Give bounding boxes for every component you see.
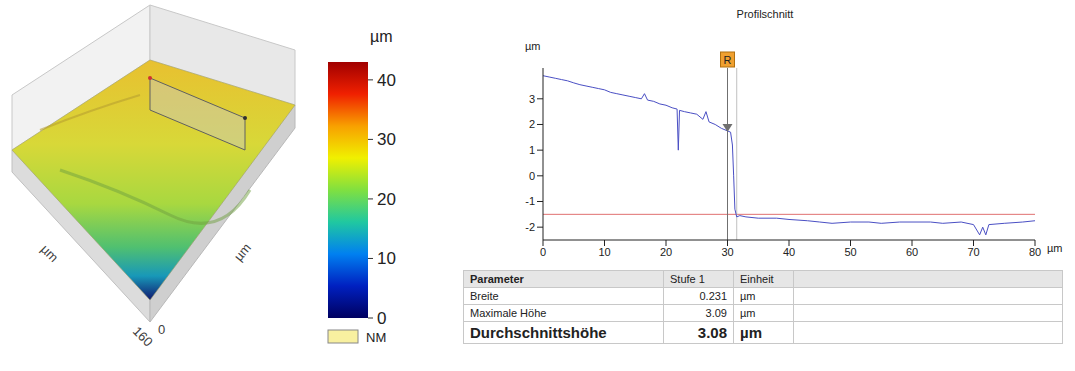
svg-text:0: 0: [377, 309, 386, 328]
html-text:µm: µm: [740, 290, 756, 302]
html-text:Einheit: Einheit: [740, 273, 774, 285]
html-text:Durchschnittshöhe: Durchschnittshöhe: [470, 324, 607, 341]
html-text:3.08: 3.08: [697, 324, 727, 341]
svg-text:30: 30: [377, 130, 396, 149]
svg-text:160: 160: [130, 324, 156, 350]
svg-text:R: R: [724, 54, 732, 66]
svg-text:µm: µm: [231, 240, 254, 264]
svg-text:0: 0: [529, 170, 535, 182]
svg-text:40: 40: [377, 71, 396, 90]
html-text:Maximale Höhe: Maximale Höhe: [470, 307, 547, 319]
svg-text:2: 2: [529, 118, 535, 130]
svg-text:µm: µm: [38, 242, 62, 266]
svg-text:50: 50: [844, 246, 856, 258]
svg-text:1: 1: [529, 144, 535, 156]
svg-text:3: 3: [529, 93, 535, 105]
html-text:0.231: 0.231: [699, 290, 727, 302]
svg-text:80: 80: [1029, 246, 1041, 258]
svg-text:-1: -1: [525, 195, 535, 207]
svg-text:60: 60: [906, 246, 918, 258]
svg-text:0: 0: [158, 322, 165, 337]
svg-text:µm: µm: [370, 28, 393, 45]
svg-text:20: 20: [660, 246, 672, 258]
html-text:Profilschnitt: Profilschnitt: [736, 8, 794, 20]
svg-text:10: 10: [377, 249, 396, 268]
svg-text:70: 70: [967, 246, 979, 258]
html-text:Breite: Breite: [470, 290, 499, 302]
svg-text:NM: NM: [366, 330, 386, 345]
svg-text:40: 40: [783, 246, 795, 258]
svg-text:-2: -2: [525, 221, 535, 233]
html-text:Stufe 1: Stufe 1: [670, 273, 705, 285]
html-text:µm: µm: [740, 324, 762, 341]
svg-text:30: 30: [721, 246, 733, 258]
svg-text:10: 10: [598, 246, 610, 258]
html-text:Parameter: Parameter: [470, 273, 524, 285]
html-text:µm: µm: [1047, 242, 1063, 254]
html-text:µm: µm: [740, 307, 756, 319]
html-text:µm: µm: [525, 40, 541, 52]
html-text:3.09: 3.09: [705, 307, 727, 319]
svg-text:0: 0: [540, 246, 546, 258]
svg-text:20: 20: [377, 190, 396, 209]
